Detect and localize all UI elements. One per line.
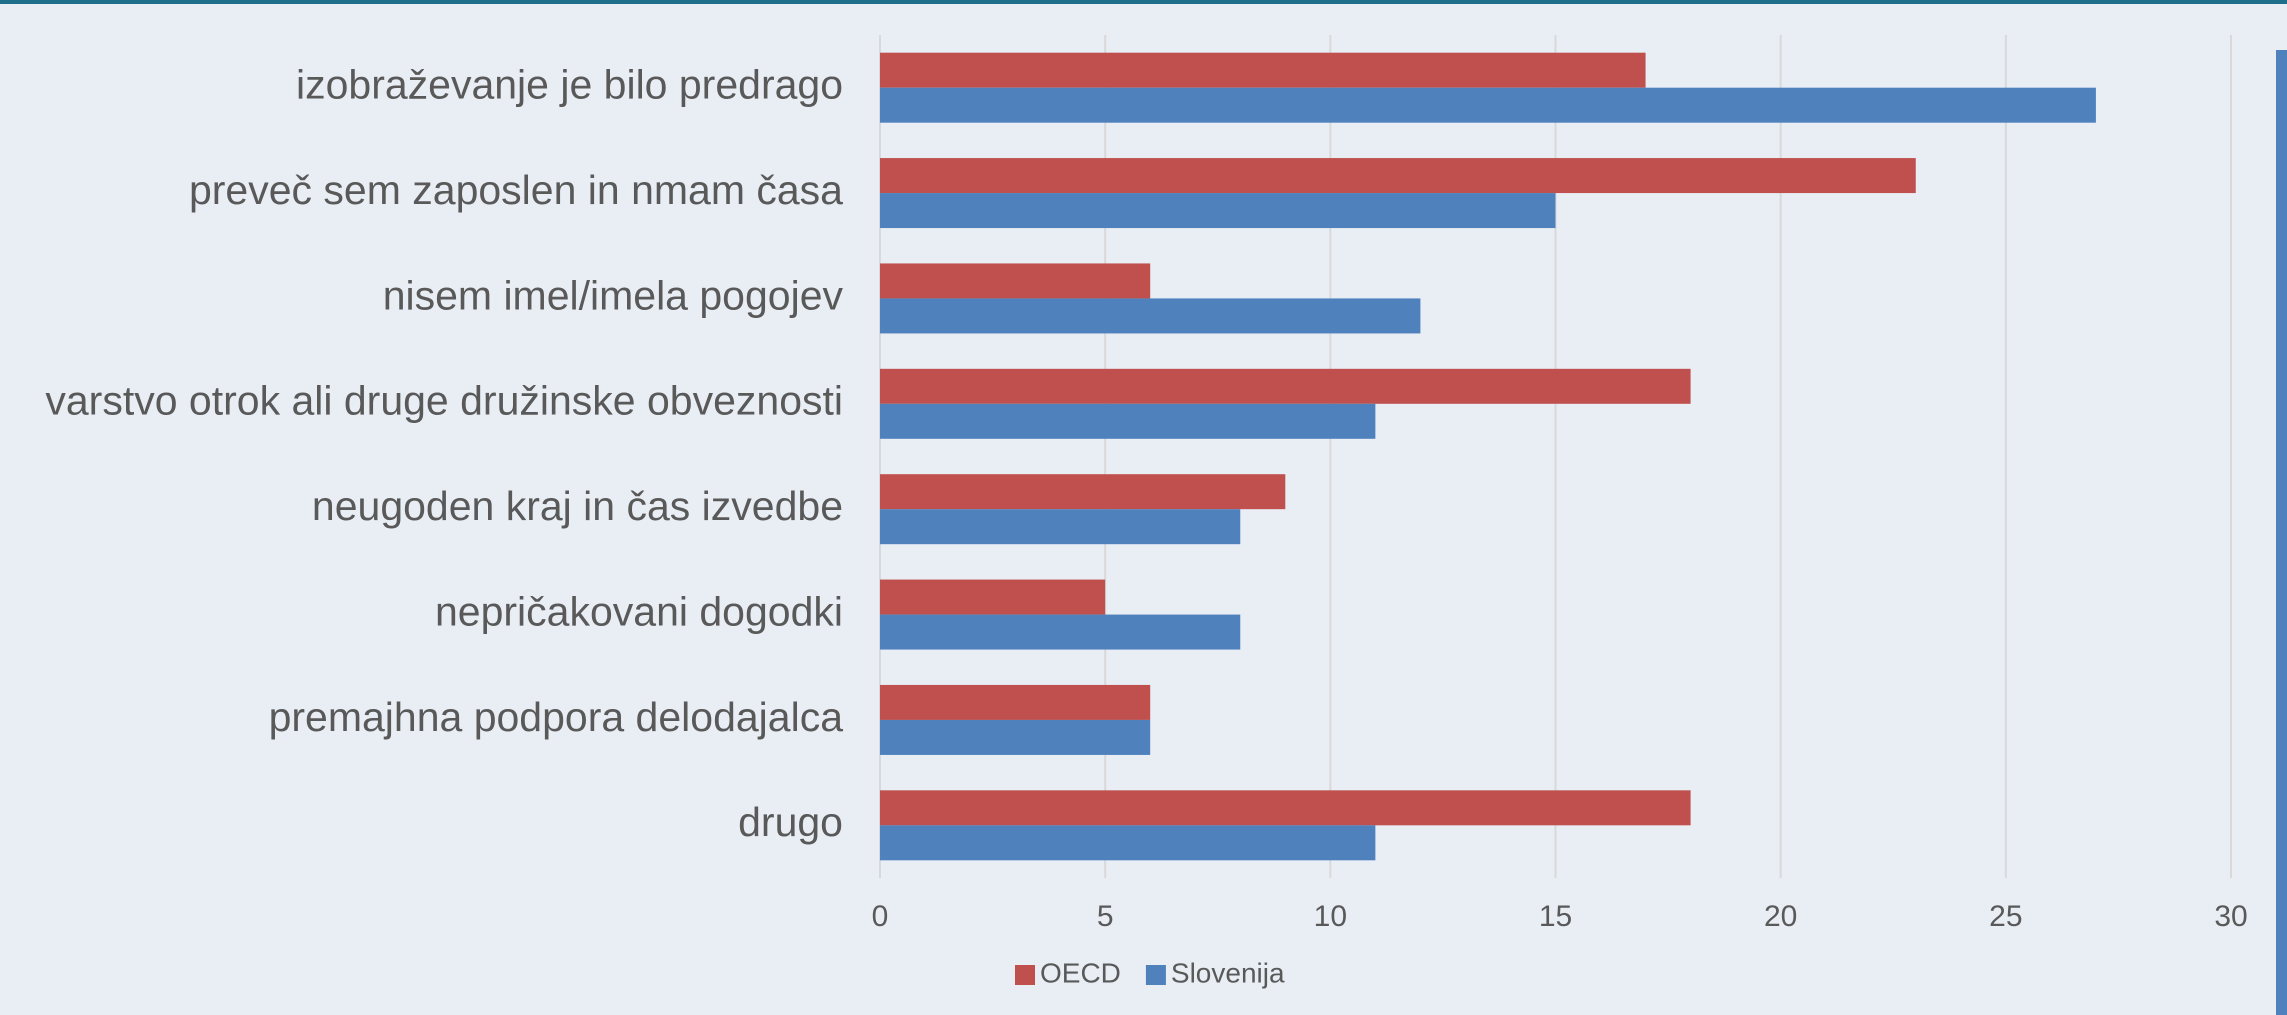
legend-label: OECD xyxy=(1040,957,1121,988)
bar xyxy=(880,298,1421,334)
bar xyxy=(880,790,1691,826)
bar xyxy=(880,368,1691,404)
bar xyxy=(880,52,1646,88)
bar xyxy=(880,87,2096,123)
legend-swatch xyxy=(1015,965,1035,985)
bar xyxy=(880,474,1286,510)
x-tick-label: 15 xyxy=(1539,900,1572,933)
legend-swatch xyxy=(1145,965,1166,985)
y-tick-label: preveč sem zaposlen in nmam časa xyxy=(189,167,843,213)
y-tick-label: premajhna podpora delodajalca xyxy=(269,694,844,740)
x-tick-label: 0 xyxy=(872,900,889,933)
bar xyxy=(880,579,1106,615)
bar xyxy=(880,158,1916,194)
right-strip xyxy=(2276,50,2287,1015)
bar xyxy=(880,263,1151,299)
bar xyxy=(880,403,1376,439)
x-tick-label: 10 xyxy=(1314,900,1347,933)
x-tick-label: 30 xyxy=(2214,900,2247,933)
top-border xyxy=(0,0,2287,4)
y-tick-label: nepričakovani dogodki xyxy=(435,588,843,634)
y-tick-label: drugo xyxy=(738,799,843,845)
y-tick-label: izobraževanje je bilo predrago xyxy=(296,62,843,108)
x-tick-label: 25 xyxy=(1989,900,2022,933)
bar xyxy=(880,193,1556,229)
x-tick-label: 20 xyxy=(1764,900,1797,933)
legend-label: Slovenija xyxy=(1171,957,1285,988)
x-tick-label: 5 xyxy=(1097,900,1114,933)
bar xyxy=(880,509,1241,545)
y-tick-label: neugoden kraj in čas izvedbe xyxy=(312,483,843,529)
bar xyxy=(880,614,1241,650)
bar xyxy=(880,719,1151,755)
y-tick-label: nisem imel/imela pogojev xyxy=(383,272,844,318)
y-tick-label: varstvo otrok ali druge družinske obvezn… xyxy=(45,378,843,424)
bar xyxy=(880,825,1376,861)
bar xyxy=(880,684,1151,720)
